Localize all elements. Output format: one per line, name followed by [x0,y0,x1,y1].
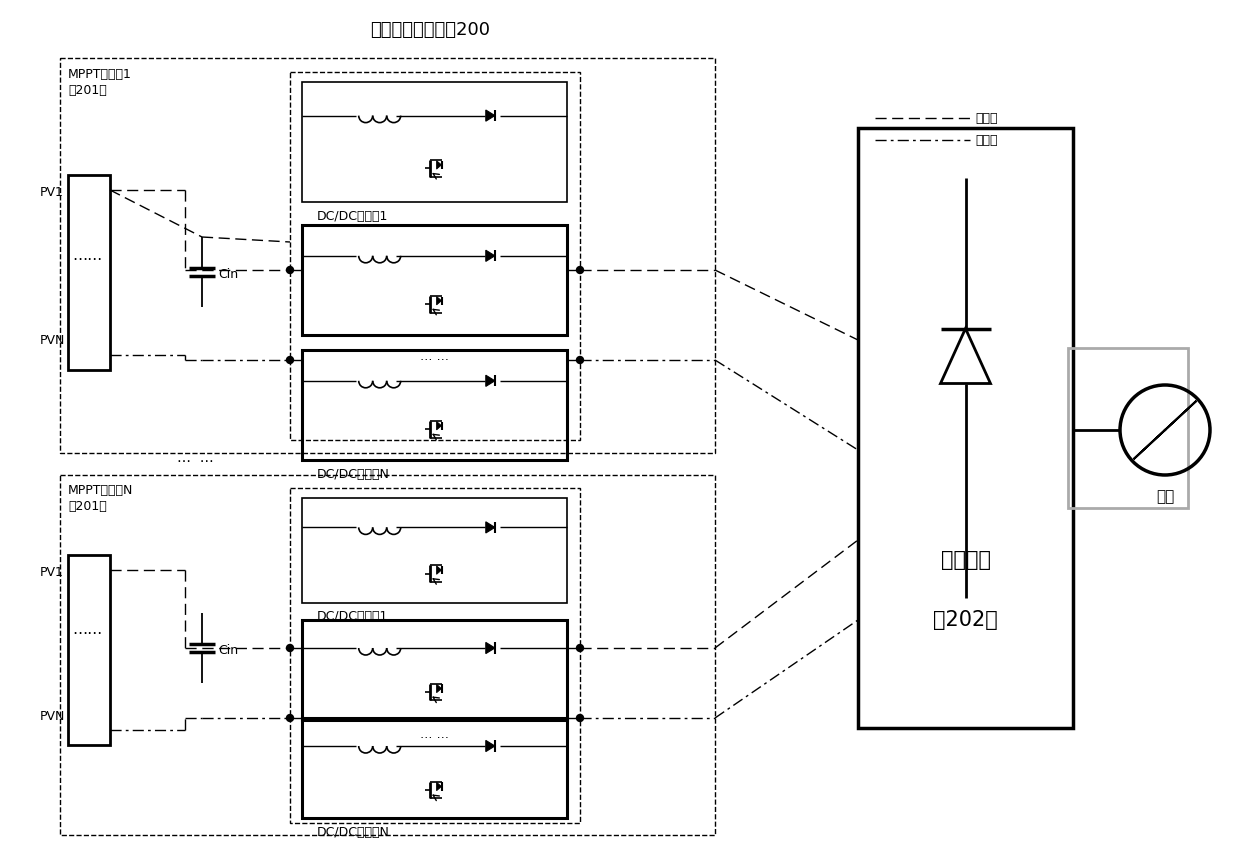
Text: …  …: … … [176,451,213,465]
Circle shape [577,357,584,364]
Polygon shape [486,522,495,533]
Circle shape [286,715,294,722]
Polygon shape [486,642,495,654]
Bar [858,128,1073,728]
Circle shape [577,267,584,273]
Text: （202）: （202） [934,610,998,630]
Text: … …: … … [420,728,449,740]
Polygon shape [486,110,495,121]
Text: 分体式组串逆变器200: 分体式组串逆变器200 [370,21,490,39]
Text: MPPT汇流符N: MPPT汇流符N [68,484,134,497]
Text: 电网: 电网 [1156,489,1174,505]
Polygon shape [436,161,441,169]
Circle shape [286,357,294,364]
Bar [303,82,567,202]
Text: PVN: PVN [40,334,66,347]
Circle shape [577,644,584,652]
Bar [60,58,715,453]
Text: PVN: PVN [40,710,66,723]
Circle shape [577,715,584,722]
Bar [303,350,567,460]
Text: DC/DC变换器N: DC/DC变换器N [317,468,389,481]
Text: PV1: PV1 [40,187,64,200]
Text: ……: …… [72,623,102,637]
Text: （201）: （201） [68,501,107,513]
Polygon shape [436,685,441,692]
Text: 负母线: 负母线 [975,133,997,146]
Text: PV1: PV1 [40,567,64,580]
Polygon shape [486,250,495,261]
Bar [290,72,580,440]
Polygon shape [436,297,441,305]
Bar [303,225,567,335]
Text: ……: …… [72,248,102,262]
Bar [303,718,567,818]
Text: DC/DC变换器1: DC/DC变换器1 [317,210,388,223]
Bar [303,620,567,720]
Bar [1068,348,1188,508]
Polygon shape [436,566,441,574]
Polygon shape [436,783,441,790]
Polygon shape [436,421,441,430]
Text: DC/DC变换器N: DC/DC变换器N [317,826,389,838]
Polygon shape [486,740,495,752]
Bar [290,488,580,823]
Text: … …: … … [420,351,449,364]
Text: MPPT汇流符1: MPPT汇流符1 [68,67,131,81]
Bar [303,498,567,603]
Text: （201）: （201） [68,83,107,96]
Text: 逆变单元: 逆变单元 [940,550,991,570]
Text: Cin: Cin [218,644,238,658]
Bar [60,475,715,835]
Text: …  …: … … [377,451,413,465]
Bar [68,175,110,370]
Text: DC/DC变换器1: DC/DC变换器1 [317,611,388,624]
Bar [68,555,110,745]
Text: Cin: Cin [218,268,238,281]
Polygon shape [486,375,495,386]
Circle shape [286,644,294,652]
Circle shape [286,267,294,273]
Text: 正母线: 正母线 [975,112,997,125]
